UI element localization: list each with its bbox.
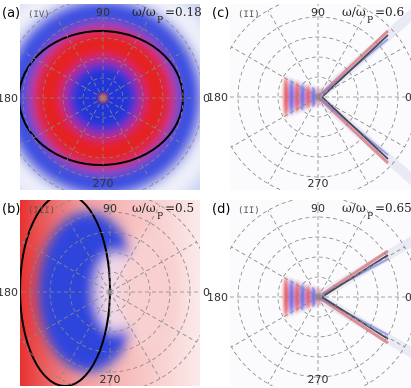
- ratio-value: =0.65: [375, 201, 411, 215]
- angle-label: 180: [207, 91, 228, 104]
- regime-label: (II): [238, 206, 260, 216]
- grid-spoke: [317, 246, 405, 298]
- grid-circle: [277, 56, 359, 138]
- grid-spoke: [109, 291, 161, 379]
- ratio-sub: P: [157, 212, 163, 222]
- grid-spoke: [59, 205, 111, 293]
- angle-label: 0: [203, 286, 210, 299]
- grid-spoke: [317, 96, 369, 184]
- angle-label: 270: [308, 177, 329, 190]
- stripe: [311, 287, 316, 307]
- grid-spoke: [102, 97, 190, 149]
- beam: [317, 249, 389, 299]
- panel: (c) (II) ω/ωP=0.6 90 180 0 270: [207, 4, 411, 190]
- grid-spoke: [317, 210, 369, 298]
- grid-spoke: [231, 46, 319, 98]
- panel-label: (d): [212, 202, 230, 217]
- grid-spoke: [52, 97, 104, 185]
- ratio-sub: P: [367, 212, 373, 222]
- angle-label: 180: [207, 291, 228, 304]
- ratio: ω/ω: [342, 5, 366, 19]
- angle-label: 90: [103, 202, 117, 215]
- stripe: [289, 279, 294, 315]
- angle-label: 180: [0, 286, 18, 299]
- field-map: [230, 4, 411, 190]
- ratio: ω/ω: [342, 201, 366, 215]
- grid-spoke: [20, 49, 104, 99]
- ratio-value: =0.5: [165, 201, 194, 215]
- beam-line: [321, 96, 389, 160]
- grid-spoke: [317, 296, 405, 348]
- field-map: [230, 200, 411, 386]
- grid-spoke: [23, 241, 111, 293]
- field-map: [20, 4, 200, 190]
- grid-circle: [297, 276, 339, 318]
- regime-label: (II): [238, 10, 260, 20]
- grid-spoke: [267, 210, 319, 298]
- angle-label: 90: [96, 6, 110, 19]
- beam-line: [321, 34, 389, 98]
- ratio-value: =0.6: [375, 5, 404, 19]
- panel: (d) (II) ω/ωP=0.65 90 180 0 270: [207, 200, 411, 386]
- grid-spoke: [59, 291, 111, 379]
- angle-label: 0: [203, 92, 210, 105]
- grid-spoke: [20, 97, 104, 147]
- grid-spoke: [317, 96, 405, 148]
- grid-spoke: [231, 96, 319, 148]
- grid-spoke: [267, 296, 319, 384]
- grid-spoke: [267, 10, 319, 98]
- ratio: ω/ω: [132, 201, 156, 215]
- grid-spoke: [23, 291, 111, 343]
- stripe: [311, 87, 316, 107]
- grid-spoke: [109, 205, 161, 293]
- panel: (b) (III) ω/ωP=0.5 90 180 0 270: [0, 200, 210, 386]
- beam: [316, 95, 390, 165]
- grid-spoke: [317, 10, 369, 98]
- grid-spoke: [102, 97, 154, 185]
- polar-grid: [20, 4, 200, 190]
- ratio-value: =0.18: [165, 5, 202, 19]
- grid-spoke: [231, 246, 319, 298]
- angle-label: 90: [311, 202, 325, 215]
- panel-label: (a): [2, 6, 20, 21]
- grid-circle: [297, 76, 339, 118]
- grid-spoke: [102, 11, 154, 99]
- polar-grid: [230, 200, 411, 386]
- regime-label: (IV): [28, 10, 50, 20]
- panel: (a) (IV) ω/ωP=0.18 90 180 0 270: [0, 4, 210, 190]
- angle-label: 180: [0, 92, 18, 105]
- regime-label: (III): [28, 206, 55, 216]
- grid-spoke: [317, 296, 369, 384]
- grid-circle: [69, 251, 151, 333]
- grid-spoke: [52, 11, 104, 99]
- grid-circle: [82, 77, 124, 119]
- angle-label: 0: [405, 291, 411, 304]
- angle-label: 270: [100, 373, 121, 386]
- panel-label: (b): [2, 202, 20, 217]
- stripe: [289, 79, 294, 115]
- grid-circle: [89, 271, 131, 313]
- grid-spoke: [109, 241, 197, 293]
- panel-label: (c): [212, 6, 229, 21]
- polar-grid: [230, 4, 411, 190]
- ratio: ω/ω: [132, 5, 156, 19]
- field-map: [20, 200, 200, 386]
- polar-grid: [20, 200, 200, 386]
- ratio-sub: P: [157, 16, 163, 26]
- grid-spoke: [231, 296, 319, 348]
- angle-label: 270: [308, 373, 329, 386]
- ratio-sub: P: [367, 16, 373, 26]
- grid-spoke: [317, 46, 405, 98]
- angle-label: 90: [311, 6, 325, 19]
- beam: [317, 295, 389, 345]
- grid-spoke: [267, 96, 319, 184]
- grid-spoke: [102, 47, 190, 99]
- angle-label: 0: [405, 91, 411, 104]
- angle-label: 270: [93, 177, 114, 190]
- grid-spoke: [109, 291, 197, 343]
- grid-circle: [277, 256, 359, 338]
- grid-circle: [62, 57, 144, 139]
